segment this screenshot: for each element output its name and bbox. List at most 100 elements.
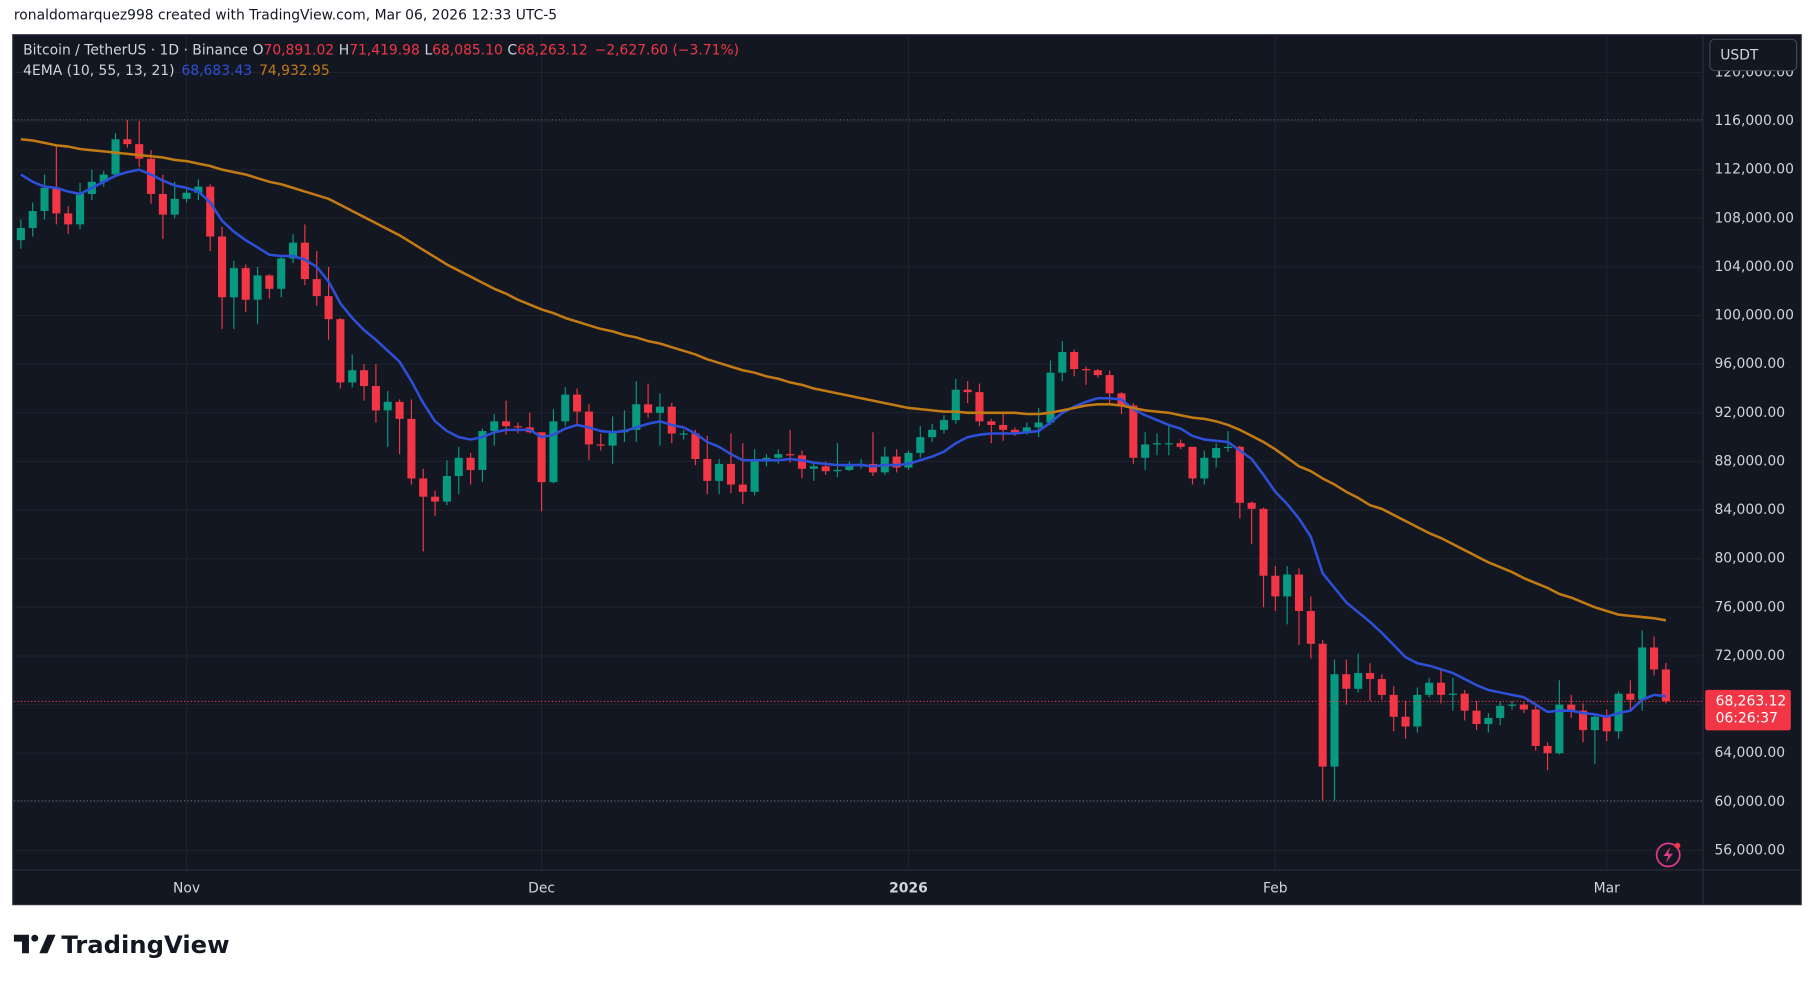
- candle-body: [868, 463, 878, 473]
- y-tick-label: 72,000.00: [1714, 648, 1785, 664]
- candle-body: [679, 433, 688, 435]
- candle-body: [277, 258, 286, 289]
- candle-body: [715, 463, 724, 481]
- x-tick-label: Dec: [528, 880, 555, 896]
- currency-box[interactable]: [1709, 38, 1798, 72]
- candle-body: [667, 406, 676, 434]
- last-price: 68,263.12: [1716, 693, 1787, 709]
- icon-dot: [1674, 842, 1681, 849]
- candle-body: [1093, 370, 1102, 376]
- candle-body: [1460, 693, 1469, 711]
- ohlc-key: L: [424, 42, 432, 58]
- candle-body: [999, 424, 1008, 430]
- brand[interactable]: TradingView: [13, 930, 230, 959]
- currency[interactable]: USDT: [1720, 48, 1759, 64]
- candle-body: [1152, 443, 1162, 445]
- candle-body: [395, 401, 404, 419]
- candle-body: [1389, 694, 1398, 717]
- candle-body: [703, 459, 712, 481]
- candle-body: [371, 386, 380, 411]
- candle-body: [691, 433, 700, 460]
- candle-body: [833, 469, 842, 472]
- candle-body: [1022, 427, 1031, 433]
- candle-body: [1212, 448, 1221, 458]
- indicator-value: 74,932.95: [259, 63, 330, 79]
- candle-body: [1235, 446, 1244, 503]
- candle-body: [809, 466, 818, 469]
- candle-body: [407, 418, 416, 479]
- candle-body: [632, 404, 641, 430]
- candle-body: [170, 198, 179, 215]
- candle-body: [1436, 682, 1446, 695]
- ohlc-value: 71,419.98: [349, 42, 420, 58]
- symbol[interactable]: Bitcoin / TetherUS · 1D · Binance: [23, 42, 248, 58]
- candle-body: [1354, 672, 1363, 689]
- candle-body: [1377, 679, 1386, 695]
- candle-body: [265, 275, 274, 289]
- icon-ring: [1655, 842, 1681, 868]
- candle-body: [561, 394, 570, 422]
- candle-body: [1531, 709, 1540, 746]
- candle-body: [1188, 446, 1197, 479]
- candle-body: [383, 401, 392, 411]
- candle-body: [99, 174, 108, 182]
- candle-body: [229, 268, 238, 298]
- candle-body: [289, 242, 298, 259]
- candle-body: [1058, 352, 1067, 373]
- icon-bolt: [1663, 846, 1673, 864]
- candle-body: [786, 454, 795, 456]
- candle-body: [1413, 694, 1422, 727]
- header: ronaldomarquez998 created with TradingVi…: [14, 8, 557, 24]
- ohlc-key: H: [339, 42, 349, 58]
- candle-body: [194, 186, 203, 193]
- candle-body: [1401, 716, 1410, 727]
- x-tick-label: Feb: [1263, 880, 1288, 896]
- x-tick-label: 2026: [889, 880, 928, 896]
- y-tick-label: 64,000.00: [1714, 745, 1785, 761]
- chart-frame: [12, 34, 1802, 906]
- ohlc-value: 70,891.02: [264, 42, 335, 58]
- candle-body: [549, 421, 558, 483]
- y-tick-label: 80,000.00: [1714, 551, 1785, 567]
- candle-body: [52, 187, 61, 214]
- candle-body: [1626, 693, 1635, 700]
- candle-body: [1247, 502, 1256, 509]
- candle-body: [1578, 710, 1588, 731]
- ohlc-key: O: [253, 42, 264, 58]
- candle-body: [596, 444, 605, 446]
- candle-body: [1294, 574, 1304, 611]
- candle-body: [1306, 610, 1315, 644]
- legend-line: Bitcoin / TetherUS · 1D · Binance O70,891…: [23, 42, 739, 58]
- y-tick-label: 84,000.00: [1714, 502, 1785, 518]
- candle-body: [1330, 674, 1339, 767]
- candle-body: [490, 421, 499, 432]
- candle-body: [904, 452, 913, 468]
- logo-mark: [13, 934, 29, 954]
- alert-icon[interactable]: [1655, 842, 1681, 868]
- candle-body: [123, 139, 132, 145]
- candle-body: [419, 478, 428, 497]
- y-tick-label: 112,000.00: [1714, 162, 1793, 178]
- candle-body: [987, 421, 996, 425]
- change: −2,627.60 (−3.71%): [595, 42, 739, 58]
- ema-line: [20, 137, 1667, 622]
- candle-body: [158, 193, 167, 215]
- candle-body: [1129, 405, 1138, 458]
- candle-body: [738, 484, 747, 492]
- y-tick-label: 104,000.00: [1714, 259, 1793, 275]
- candle-body: [1010, 429, 1020, 433]
- candle-body: [64, 213, 73, 225]
- logo-mark: [31, 934, 39, 942]
- candle-body: [797, 455, 807, 469]
- candle-body: [135, 144, 144, 159]
- candle-body: [1283, 574, 1292, 597]
- candle-body: [442, 476, 451, 502]
- y-tick-label: 60,000.00: [1714, 794, 1785, 810]
- candle-body: [1223, 446, 1233, 449]
- indicator-name[interactable]: 4EMA (10, 55, 13, 21): [23, 63, 174, 79]
- candle-body: [608, 432, 617, 446]
- y-tick-label: 56,000.00: [1714, 842, 1785, 858]
- candle-body: [750, 460, 759, 492]
- last-price-badge: 68,263.12 06:26:37: [1705, 689, 1791, 731]
